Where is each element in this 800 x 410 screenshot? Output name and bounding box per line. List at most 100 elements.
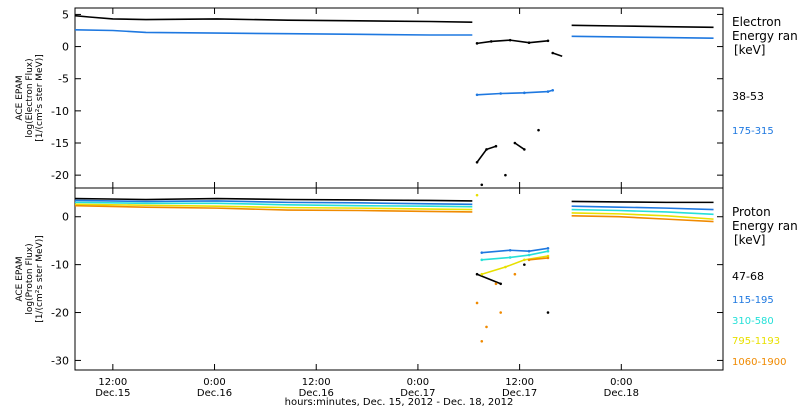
proton-series-3-line [74,201,473,208]
x-axis-label: hours:minutes, Dec. 15, 2012 - Dec. 18, … [285,397,514,408]
electron-series-1-point [508,38,512,42]
x-tick-time-label: 0:00 [407,377,429,388]
x-tick-date-label: Dec.18 [604,388,639,399]
electron-series-1-point [537,128,540,132]
electron-legend-series-1: 38-53 [732,90,764,103]
electron-series-1-point [489,40,493,43]
electron-legend-title-3: [keV] [734,43,765,57]
proton-legend-series-4: 795-1193 [732,336,780,347]
proton-series-3-point [546,249,550,253]
x-tick-date-label: Dec.17 [400,388,435,399]
proton-series-5-line [571,214,714,223]
electron-series-2-point [546,90,550,93]
proton-series-5-line [528,257,549,261]
electron-legend-series-2: 175-315 [732,126,774,137]
proton-series-4-line [571,212,714,220]
electron-series-2-point [499,92,502,95]
proton-series-5-point [546,256,550,260]
electron-series-2-line [571,35,714,40]
proton-series-1-point [499,282,502,286]
x-tick-date-label: Dec.16 [299,388,334,399]
proton-series-1-point [475,272,479,276]
proton-legend-title-1: Proton [732,205,771,219]
proton-series-5-point [499,311,502,314]
electron-ytick-label: -15 [51,137,69,150]
electron-series-1-point [480,183,484,187]
electron-series-1-point [551,51,555,55]
electron-series-1-point [513,141,517,145]
proton-legend-series-3: 310-580 [732,316,774,327]
electron-series-2-line [477,89,553,96]
proton-series-5-point [485,325,488,329]
proton-y-label-line2: log(Proton Flux) [25,243,35,314]
electron-legend: Electron Energy ran [keV] 38-53 175-315 [732,15,798,137]
electron-series-1-point [475,160,479,164]
proton-series-5-point [475,301,479,305]
electron-ytick-label: 5 [62,8,69,21]
proton-series-5-point [513,272,517,276]
electron-y-label-line1: ACE EPAM [15,75,25,120]
electron-series-1-line [476,39,549,45]
proton-ytick-label: 0 [62,211,69,224]
proton-series-4-point [480,272,484,276]
electron-y-label-line2: log(Electron Flux) [25,58,35,137]
x-tick-time-label: 12:00 [98,377,127,388]
proton-panel-frame [74,187,724,371]
electron-ytick-label: 0 [62,41,69,54]
electron-ytick-label: -10 [51,105,69,118]
proton-series-4-point [475,193,479,197]
proton-legend-title-2: Energy ran [732,219,798,233]
electron-y-axis-label: ACE EPAM log(Electron Flux) [1/(cm²s ste… [15,54,45,141]
electron-series-1-line [74,14,473,23]
electron-series-2-line [74,29,473,36]
proton-series-1-point [546,311,550,314]
proton-series-2-point [546,247,550,250]
electron-series-1-line [571,24,714,29]
proton-legend: Proton Energy ran [keV] 47-68 115-195 31… [732,205,798,368]
proton-series-4-line [481,255,549,275]
proton-series-2-line [74,199,473,206]
proton-series-3-point [508,256,512,259]
x-tick-date-label: Dec.17 [502,388,537,399]
proton-y-label-line1: ACE EPAM [15,256,25,301]
x-tick-time-label: 12:00 [505,377,534,388]
proton-series-1-line [74,197,473,202]
proton-legend-series-1: 47-68 [732,270,764,283]
x-tick-date-label: Dec.16 [197,388,232,399]
electron-y-label-line3: [1/(cm²s ster MeV)] [35,54,45,141]
electron-series-1-point [485,148,488,151]
proton-ytick-label: -20 [51,307,69,320]
proton-legend-title-3: [keV] [734,233,765,247]
electron-series-1-point [523,148,526,151]
proton-series-5-line [74,204,473,213]
proton-series-4-line [74,203,473,211]
electron-series-2-point [523,91,526,95]
proton-series-2-line [571,205,714,211]
electron-ytick-label: -5 [58,73,69,86]
proton-legend-series-5: 1060-1900 [732,357,787,368]
proton-series-3-point [527,253,531,257]
proton-series-3-point [480,258,484,262]
proton-series-2-line [481,247,549,254]
proton-series-3-line [481,250,549,261]
proton-y-axis-label: ACE EPAM log(Proton Flux) [1/(cm²s ster … [15,235,45,322]
proton-series-2-point [508,248,512,252]
electron-series-1-point [527,41,531,45]
proton-series-3-line [571,208,714,216]
proton-series-4-point [504,265,507,269]
electron-series-1-point [546,39,550,43]
electron-series-1-point [504,173,507,177]
proton-series-1-line [476,273,501,285]
electron-series-1-line [514,142,525,151]
proton-ytick-label: -10 [51,259,69,272]
x-tick-time-label: 0:00 [203,377,225,388]
proton-y-label-line3: [1/(cm²s ster MeV)] [35,235,45,322]
x-tick-time-label: 0:00 [610,377,632,388]
electron-legend-title-2: Energy ran [732,29,798,43]
proton-series-5-point [494,282,498,286]
x-tick-date-label: Dec.15 [95,388,130,399]
electron-series-1-point [475,42,479,45]
x-tick-time-label: 12:00 [302,377,331,388]
proton-series-4-point [523,258,526,262]
